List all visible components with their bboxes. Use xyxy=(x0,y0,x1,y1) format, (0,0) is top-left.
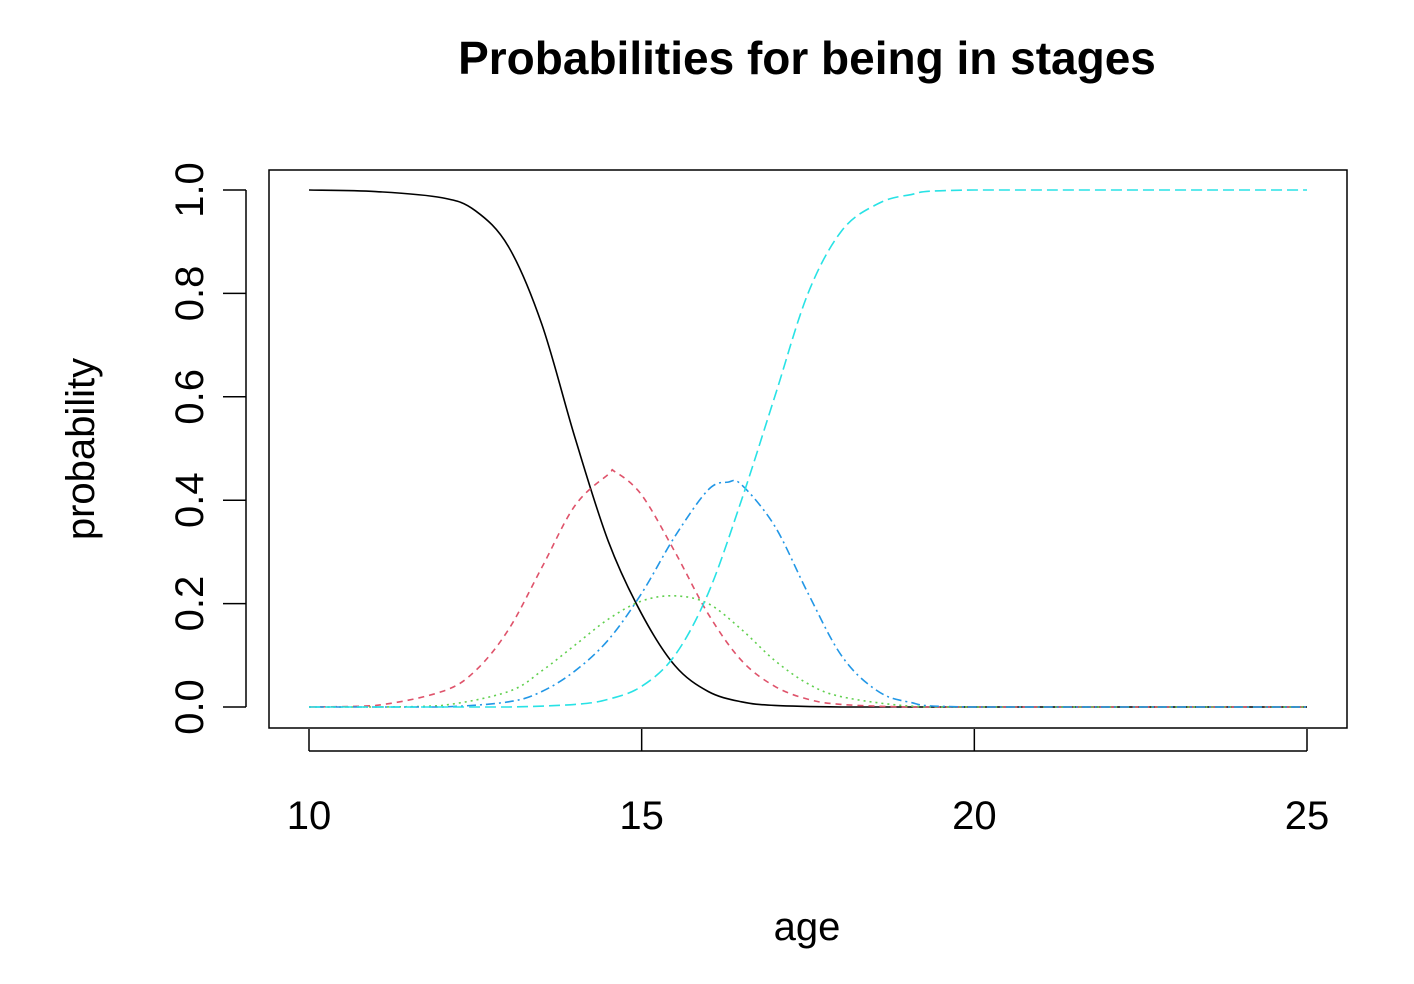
y-axis-label: probability xyxy=(59,358,103,540)
x-tick-label: 20 xyxy=(952,794,997,838)
y-tick-label: 0.8 xyxy=(168,266,212,322)
series-line-4 xyxy=(309,479,1307,708)
y-tick-label: 0.0 xyxy=(168,679,212,735)
y-axis: 0.0 0.2 0.4 0.6 0.8 1.0 xyxy=(168,162,247,735)
chart-title: Probabilities for being in stages xyxy=(458,32,1156,84)
plot-frame xyxy=(268,169,1348,729)
series-line-5 xyxy=(309,189,1307,708)
x-tick-label: 25 xyxy=(1285,794,1330,838)
x-axis-label: age xyxy=(774,905,841,949)
series-layer xyxy=(308,189,1307,708)
y-tick-label: 0.6 xyxy=(168,369,212,425)
x-tick-label: 15 xyxy=(619,794,664,838)
series-line-2 xyxy=(308,468,1307,708)
y-tick-label: 0.4 xyxy=(168,472,212,528)
x-axis: 10 15 20 25 xyxy=(287,729,1330,838)
x-tick-label: 10 xyxy=(287,794,332,838)
y-tick-label: 1.0 xyxy=(168,162,212,218)
y-tick-label: 0.2 xyxy=(168,576,212,632)
series-line-1 xyxy=(308,189,1307,708)
series-line-3 xyxy=(309,594,1307,708)
